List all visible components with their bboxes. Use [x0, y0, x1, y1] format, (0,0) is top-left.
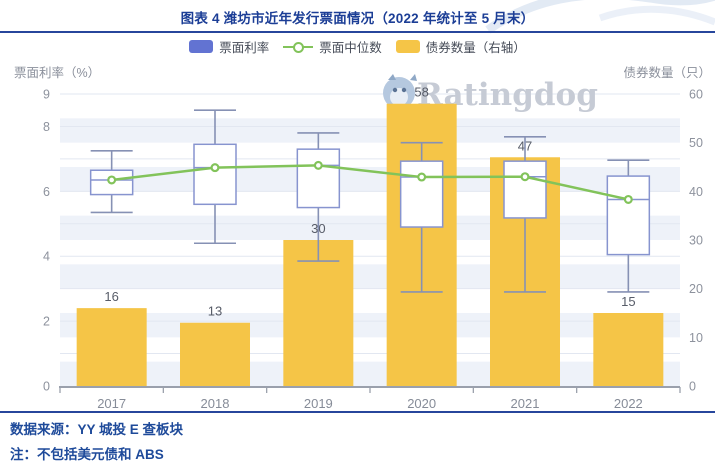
- box-2020: [399, 160, 444, 228]
- left-axis-tick-label: 0: [43, 380, 50, 394]
- bar-2018: [180, 322, 250, 386]
- grid-band: [60, 118, 680, 143]
- footer-divider: [0, 411, 715, 413]
- right-axis-tick-label: 0: [689, 380, 696, 394]
- bar-value-label: 58: [414, 85, 428, 100]
- left-axis-tick-label: 6: [43, 185, 50, 199]
- x-axis-label: 2020: [407, 396, 436, 411]
- exclusion-note: 注：不包括美元债和 ABS: [10, 447, 164, 462]
- boxplot-layer: [89, 109, 651, 293]
- median-point: [623, 194, 633, 204]
- median-point: [520, 172, 530, 182]
- bar-value-label: 15: [621, 294, 635, 309]
- median-point: [210, 163, 220, 173]
- legend: 票面利率 票面中位数 债券数量（右轴）: [0, 37, 715, 56]
- right-axis-tick-label: 10: [689, 331, 703, 345]
- box-2018: [193, 143, 237, 206]
- bond-count-swatch-icon: [395, 40, 420, 53]
- axes-layer: 2017 2018 2019 2020 2021 20229864206050403020…: [43, 88, 703, 412]
- box-2021: [503, 160, 547, 219]
- median-line: [111, 164, 629, 201]
- title-divider: [0, 31, 715, 33]
- grid-band: [60, 215, 680, 240]
- x-axis-label: 2019: [304, 396, 333, 411]
- left-axis-title: 票面利率（%）: [14, 66, 101, 80]
- bar-2022: [593, 313, 664, 386]
- legend-item-coupon-rate[interactable]: 票面利率: [189, 37, 269, 56]
- legend-label: 债券数量（右轴）: [425, 41, 526, 55]
- median-point: [417, 172, 427, 182]
- bar-2017: [76, 308, 147, 386]
- x-axis-label: 2018: [201, 396, 230, 411]
- x-axis-label: 2017: [97, 396, 126, 411]
- right-axis-title: 债券数量（只）: [623, 66, 711, 80]
- bar-2019: [283, 240, 354, 386]
- legend-label: 票面利率: [219, 41, 270, 55]
- median-line-layer: [107, 160, 633, 204]
- right-axis-tick-label: 50: [689, 136, 703, 150]
- grid-band: [60, 361, 680, 386]
- x-axis-label: 2022: [614, 396, 643, 411]
- grid-band: [60, 313, 680, 338]
- grid-band: [60, 264, 680, 289]
- median-point: [107, 175, 117, 185]
- right-axis-tick-label: 40: [689, 185, 703, 199]
- bar-value-label: 13: [208, 304, 222, 319]
- watermark: Ratingdog: [383, 74, 598, 113]
- x-axis-label: 2021: [511, 396, 540, 411]
- median-line-marker-icon: [283, 40, 314, 54]
- data-source-note: 数据来源：YY 城投 E 查板块: [10, 422, 184, 437]
- right-axis-tick-label: 20: [689, 282, 703, 296]
- right-axis-tick-label: 60: [689, 88, 703, 102]
- median-point: [313, 160, 323, 170]
- box-2019: [296, 148, 341, 209]
- left-axis-tick-label: 2: [43, 315, 50, 329]
- legend-item-bond-count[interactable]: 债券数量（右轴）: [395, 37, 526, 56]
- legend-item-coupon-median[interactable]: 票面中位数: [283, 37, 382, 56]
- corner-swoosh-decoration: [485, 0, 715, 34]
- bar-value-label: 16: [104, 289, 118, 304]
- left-axis-tick-label: 4: [43, 250, 50, 264]
- left-axis-tick-label: 9: [43, 88, 50, 102]
- left-axis-tick-label: 8: [43, 120, 50, 134]
- grid-layer: [60, 93, 680, 355]
- box-2022: [606, 175, 651, 256]
- coupon-rate-swatch-icon: [189, 40, 214, 53]
- right-axis-tick-label: 30: [689, 234, 703, 248]
- legend-label: 票面中位数: [319, 41, 382, 55]
- chart-title: 图表 4 潍坊市近年发行票面情况（2022 年统计至 5 月末）: [180, 11, 535, 26]
